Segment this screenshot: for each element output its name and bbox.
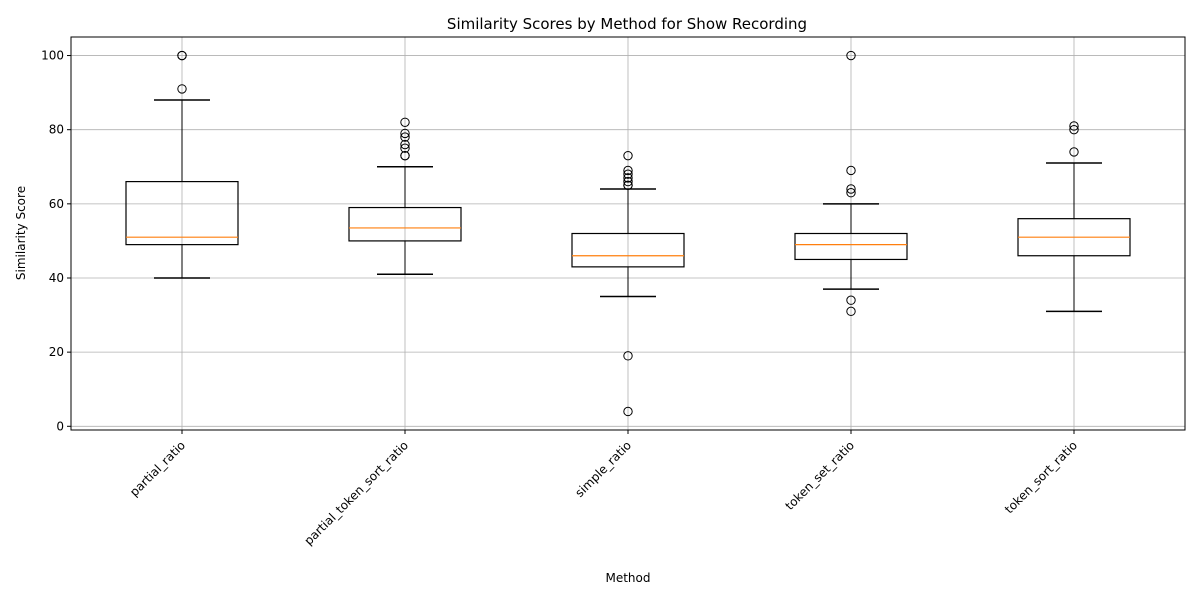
iqr-box: [125, 180, 239, 246]
outlier-point: [846, 165, 856, 176]
iqr-box: [348, 206, 462, 242]
box-token_set_ratio: [794, 50, 908, 317]
outlier-point: [846, 306, 856, 317]
outlier-point: [400, 139, 410, 150]
outlier-point: [1069, 121, 1079, 131]
chart-title: Similarity Scores by Method for Show Rec…: [447, 15, 807, 33]
box-simple_ratio: [571, 150, 685, 417]
outlier-point: [623, 173, 633, 183]
y-axis-title: Similarity Score: [14, 186, 28, 280]
outlier-point: [846, 295, 856, 305]
box-layer: [125, 50, 1131, 417]
x-axis-title: Method: [605, 571, 650, 585]
box-partial_ratio: [125, 50, 239, 279]
y-tick-label: 20: [49, 345, 64, 359]
iqr-box: [571, 232, 685, 268]
outlier-point: [846, 184, 856, 194]
box-partial_token_sort_ratio: [348, 117, 462, 276]
box-token_sort_ratio: [1017, 121, 1131, 313]
outlier-point: [623, 180, 633, 191]
outlier-point: [400, 150, 410, 161]
outlier-point: [400, 128, 410, 139]
y-tick-layer: 0 20 40 60 80 100: [41, 49, 71, 433]
outlier-point: [177, 50, 187, 61]
y-tick-label: 60: [49, 197, 64, 211]
iqr-box: [794, 232, 908, 261]
outlier-point: [177, 84, 187, 94]
outlier-point: [623, 176, 633, 187]
outlier-point: [623, 351, 633, 361]
y-tick-label: 0: [56, 419, 64, 433]
y-tick-label: 100: [41, 49, 64, 63]
outlier-point: [623, 150, 633, 161]
outlier-point: [400, 143, 410, 153]
y-tick-label: 80: [49, 123, 64, 137]
outlier-point: [400, 132, 410, 142]
outlier-point: [1069, 147, 1079, 157]
outlier-point: [623, 169, 633, 179]
outlier-point: [623, 406, 633, 417]
outlier-point: [623, 165, 633, 176]
outlier-point: [1069, 124, 1079, 135]
outlier-point: [846, 50, 856, 61]
outlier-point: [846, 188, 856, 198]
outlier-point: [400, 117, 410, 127]
y-tick-label: 40: [49, 271, 64, 285]
